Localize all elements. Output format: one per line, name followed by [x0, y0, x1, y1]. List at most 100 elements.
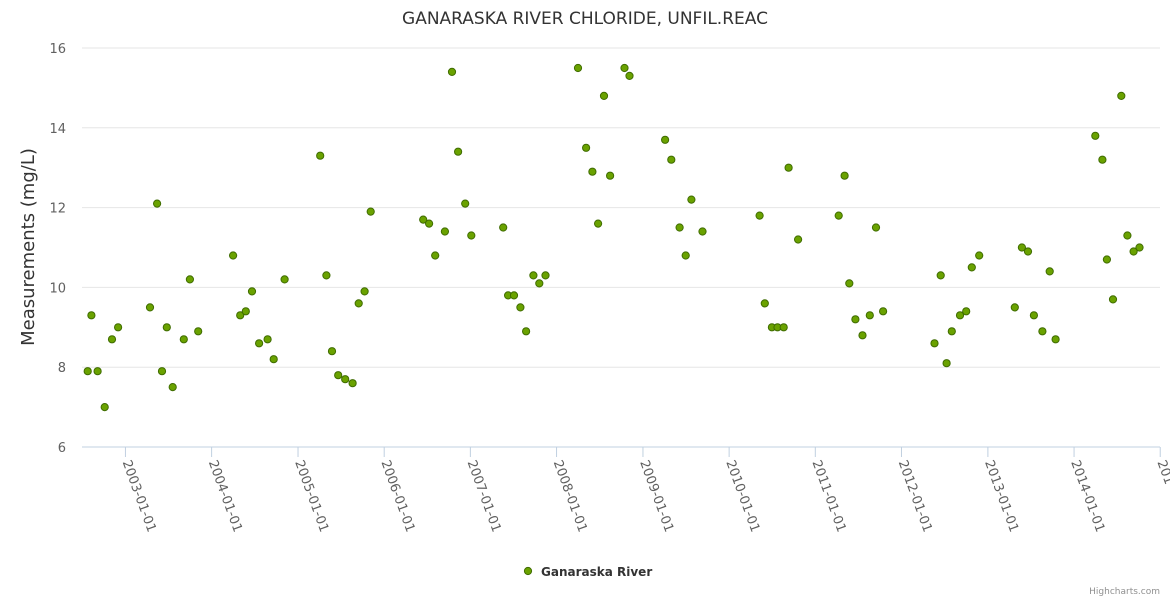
data-point[interactable] — [447, 67, 457, 77]
data-point[interactable] — [179, 335, 188, 344]
legend[interactable]: Ganaraska River — [523, 565, 652, 579]
data-point[interactable] — [962, 307, 971, 316]
data-point[interactable] — [845, 279, 854, 288]
data-point[interactable] — [625, 71, 634, 81]
data-point[interactable] — [967, 263, 976, 272]
data-point[interactable] — [947, 327, 956, 336]
data-point[interactable] — [955, 311, 965, 320]
data-point[interactable] — [760, 299, 769, 308]
data-point[interactable] — [1098, 155, 1107, 164]
data-point[interactable] — [425, 219, 434, 228]
data-point[interactable] — [620, 63, 629, 73]
data-point[interactable] — [755, 211, 764, 220]
data-point[interactable] — [1135, 243, 1144, 252]
data-point[interactable] — [667, 155, 676, 164]
data-point[interactable] — [269, 355, 278, 364]
data-point[interactable] — [509, 291, 519, 300]
data-point[interactable] — [606, 171, 615, 180]
credits-link[interactable]: Highcharts.com — [1089, 587, 1160, 597]
data-point[interactable] — [930, 339, 939, 348]
data-point[interactable] — [858, 331, 867, 340]
data-point[interactable] — [114, 323, 123, 332]
data-point[interactable] — [871, 223, 881, 232]
data-point[interactable] — [454, 147, 463, 156]
data-point[interactable] — [529, 271, 538, 280]
data-point[interactable] — [153, 199, 162, 208]
data-point[interactable] — [1045, 267, 1054, 276]
data-point[interactable] — [247, 287, 257, 296]
data-point[interactable] — [865, 311, 874, 320]
data-point[interactable] — [157, 367, 167, 376]
data-point[interactable] — [661, 135, 670, 144]
data-point[interactable] — [840, 171, 849, 180]
data-point[interactable] — [1029, 311, 1039, 320]
data-point[interactable] — [440, 227, 449, 236]
data-point[interactable] — [236, 311, 245, 320]
data-point[interactable] — [675, 223, 684, 232]
data-point[interactable] — [322, 271, 331, 280]
data-point[interactable] — [698, 227, 707, 236]
data-point[interactable] — [1051, 335, 1060, 344]
data-point[interactable] — [942, 359, 951, 368]
data-point[interactable] — [1017, 243, 1027, 252]
data-point[interactable] — [316, 151, 325, 160]
data-point[interactable] — [366, 207, 375, 216]
data-point[interactable] — [499, 223, 508, 232]
data-point[interactable] — [1038, 327, 1047, 336]
data-point[interactable] — [879, 307, 888, 316]
data-point[interactable] — [1023, 247, 1033, 256]
data-point[interactable] — [360, 287, 369, 296]
data-point[interactable] — [263, 335, 272, 344]
data-point[interactable] — [419, 215, 428, 224]
data-point[interactable] — [599, 91, 609, 101]
data-point[interactable] — [594, 219, 603, 228]
data-point[interactable] — [541, 271, 550, 280]
data-point[interactable] — [107, 335, 117, 344]
data-point[interactable] — [1102, 255, 1112, 264]
data-point[interactable] — [1108, 295, 1118, 304]
data-point[interactable] — [588, 167, 597, 176]
data-point[interactable] — [341, 375, 350, 384]
data-point[interactable] — [241, 307, 250, 316]
data-point[interactable] — [1117, 91, 1126, 101]
data-point[interactable] — [936, 271, 945, 280]
data-point[interactable] — [100, 403, 109, 412]
data-point[interactable] — [348, 379, 357, 388]
data-point[interactable] — [185, 275, 194, 284]
data-point[interactable] — [467, 231, 476, 240]
data-point[interactable] — [229, 251, 238, 260]
data-point[interactable] — [194, 327, 203, 336]
data-point[interactable] — [327, 347, 337, 356]
data-point[interactable] — [83, 367, 92, 376]
data-point[interactable] — [162, 323, 171, 332]
data-point[interactable] — [255, 339, 264, 348]
data-point[interactable] — [93, 367, 102, 376]
data-point[interactable] — [535, 279, 544, 288]
data-point[interactable] — [87, 311, 96, 320]
data-point[interactable] — [1129, 247, 1138, 256]
data-point[interactable] — [779, 323, 788, 332]
data-point[interactable] — [431, 251, 440, 260]
data-point[interactable] — [784, 163, 793, 172]
data-point[interactable] — [334, 371, 343, 380]
data-point[interactable] — [1091, 131, 1100, 140]
data-point[interactable] — [687, 195, 696, 204]
legend-item-label[interactable]: Ganaraska River — [541, 565, 652, 579]
data-point[interactable] — [794, 235, 803, 244]
data-point[interactable] — [522, 327, 531, 336]
data-point[interactable] — [834, 211, 843, 220]
data-point[interactable] — [681, 251, 690, 260]
data-point[interactable] — [573, 63, 583, 73]
data-point[interactable] — [168, 383, 177, 392]
data-point[interactable] — [851, 315, 860, 324]
data-point[interactable] — [582, 143, 591, 152]
data-point[interactable] — [280, 275, 289, 284]
data-point[interactable] — [354, 299, 363, 308]
data-point[interactable] — [975, 251, 984, 260]
data-point[interactable] — [461, 199, 470, 208]
data-point[interactable] — [145, 303, 155, 312]
data-point[interactable] — [1010, 303, 1019, 312]
data-point[interactable] — [516, 303, 525, 312]
data-series[interactable] — [83, 63, 1144, 412]
data-point[interactable] — [1123, 231, 1132, 240]
